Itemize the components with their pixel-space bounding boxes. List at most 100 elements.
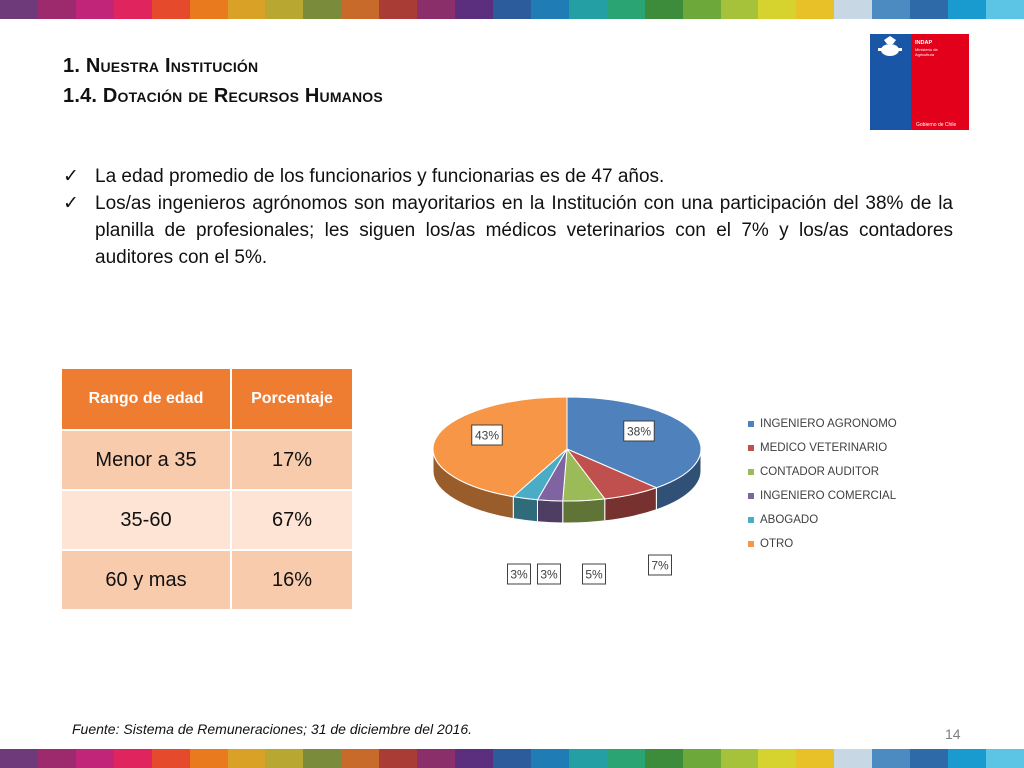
stripe-segment: [530, 749, 569, 768]
pie-slice: [566, 396, 702, 489]
percentage-cell: 67%: [230, 489, 354, 551]
stripe-segment: [985, 0, 1024, 19]
stripe-segment: [75, 749, 114, 768]
stripe-segment: [37, 749, 76, 768]
stripe-segment: [113, 749, 152, 768]
stripe-segment: [530, 0, 569, 19]
pie-slice-side: [562, 498, 606, 524]
svg-text:7%: 7%: [651, 559, 669, 573]
column-header-age-range: Rango de edad: [60, 367, 232, 431]
column-header-percentage: Porcentaje: [230, 367, 354, 431]
percentage-cell: 17%: [230, 429, 354, 491]
legend-swatch: [748, 493, 754, 499]
stripe-segment: [606, 0, 645, 19]
stripe-segment: [227, 0, 266, 19]
stripe-segment: [758, 0, 797, 19]
legend-label: ABOGADO: [760, 514, 819, 526]
stripe-segment: [985, 749, 1024, 768]
legend-swatch: [748, 541, 754, 547]
stripe-segment: [379, 0, 418, 19]
checkmark-icon: ✓: [63, 166, 79, 187]
stripe-segment: [0, 749, 38, 768]
legend-swatch: [748, 517, 754, 523]
stripe-segment: [758, 749, 797, 768]
percentage-cell: 16%: [230, 549, 354, 611]
stripe-segment: [834, 0, 873, 19]
logo-line2: Ministerio de: [915, 47, 938, 52]
stripe-segment: [303, 0, 342, 19]
legend-swatch: [748, 421, 754, 427]
pie-data-label: 38%: [623, 420, 655, 442]
legend-label: CONTADOR AUDITOR: [760, 466, 880, 478]
stripe-segment: [682, 749, 721, 768]
stripe-segment: [0, 0, 38, 19]
stripe-segment: [455, 0, 493, 19]
svg-text:43%: 43%: [475, 429, 499, 443]
slide-subtitle: 1.4. Dotación de Recursos Humanos: [63, 85, 383, 107]
stripe-segment: [682, 0, 721, 19]
pie-data-label: 7%: [648, 554, 672, 576]
bottom-color-stripe: [0, 749, 1024, 768]
legend-label: INGENIERO COMERCIAL: [760, 490, 897, 502]
legend-swatch: [748, 469, 754, 475]
stripe-segment: [75, 0, 114, 19]
pie-side-walls: [432, 448, 702, 524]
bullet-text: La edad promedio de los funcionarios y f…: [95, 166, 665, 187]
pie-data-label: 3%: [507, 563, 531, 585]
stripe-segment: [606, 749, 645, 768]
pie-data-label: 3%: [537, 563, 561, 585]
stripe-segment: [796, 0, 835, 19]
stripe-segment: [303, 749, 342, 768]
stripe-segment: [37, 0, 76, 19]
page-number: 14: [945, 726, 961, 742]
stripe-segment: [113, 0, 152, 19]
pie-slice: [432, 396, 568, 498]
chart-legend: INGENIERO AGRONOMO MEDICO VETERINARIO CONT…: [748, 412, 897, 556]
legend-item: OTRO: [748, 532, 897, 556]
svg-text:3%: 3%: [540, 568, 558, 582]
pie-slice-side: [536, 499, 564, 524]
stripe-segment: [796, 749, 835, 768]
logo-line3: Agricultura: [915, 52, 935, 57]
age-range-table: Rango de edad Porcentaje Menor a 35 17% …: [60, 367, 354, 611]
age-range-cell: 60 y mas: [60, 549, 232, 611]
bullet-text: Los/as ingenieros agrónomos son mayorita…: [95, 193, 953, 268]
bullet-item: ✓ La edad promedio de los funcionarios y…: [63, 163, 953, 190]
stripe-segment: [189, 749, 228, 768]
source-note: Fuente: Sistema de Remuneraciones; 31 de…: [72, 721, 473, 737]
stripe-segment: [417, 749, 456, 768]
stripe-segment: [265, 0, 304, 19]
stripe-segment: [948, 0, 986, 19]
legend-label: OTRO: [760, 538, 794, 550]
stripe-segment: [492, 749, 531, 768]
table-row: 60 y mas 16%: [60, 549, 354, 611]
stripe-segment: [644, 0, 683, 19]
stripe-segment: [265, 749, 304, 768]
stripe-segment: [872, 749, 911, 768]
stripe-segment: [720, 0, 759, 19]
pie-slice-side: [512, 496, 538, 523]
age-range-cell: Menor a 35: [60, 429, 232, 491]
stripe-segment: [227, 749, 266, 768]
stripe-segment: [872, 0, 911, 19]
bullet-list: ✓ La edad promedio de los funcionarios y…: [63, 163, 953, 271]
indap-logo: INDAP Ministerio de Agricultura Gobierno…: [870, 34, 969, 130]
stripe-segment: [910, 749, 949, 768]
checkmark-icon: ✓: [63, 193, 79, 214]
table-row: 35-60 67%: [60, 489, 354, 551]
bullet-item: ✓ Los/as ingenieros agrónomos son mayori…: [63, 190, 953, 271]
legend-item: ABOGADO: [748, 508, 897, 532]
stripe-segment: [189, 0, 228, 19]
stripe-segment: [910, 0, 949, 19]
slide-title: 1. Nuestra Institución: [63, 55, 259, 77]
legend-item: CONTADOR AUDITOR: [748, 460, 897, 484]
stripe-segment: [379, 749, 418, 768]
stripe-segment: [644, 749, 683, 768]
legend-item: INGENIERO COMERCIAL: [748, 484, 897, 508]
stripe-segment: [341, 0, 380, 19]
stripe-segment: [341, 749, 380, 768]
stripe-segment: [948, 749, 986, 768]
stripe-segment: [568, 749, 607, 768]
legend-label: MEDICO VETERINARIO: [760, 442, 888, 454]
stripe-segment: [151, 749, 190, 768]
